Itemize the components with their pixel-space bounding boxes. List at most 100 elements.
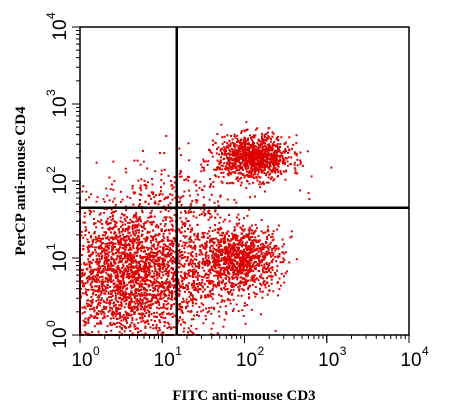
data-point xyxy=(110,293,113,296)
data-point xyxy=(186,288,189,291)
data-point xyxy=(230,252,233,255)
data-point xyxy=(273,141,276,143)
data-point xyxy=(201,236,204,239)
data-point xyxy=(260,132,263,135)
data-point xyxy=(157,300,160,303)
data-point xyxy=(233,235,236,238)
data-point xyxy=(120,261,123,263)
data-point xyxy=(187,228,189,230)
data-point xyxy=(233,162,236,165)
data-point xyxy=(89,283,92,286)
data-point xyxy=(163,168,166,171)
data-point xyxy=(150,209,153,212)
data-point xyxy=(163,152,166,155)
data-point xyxy=(230,168,233,171)
data-point xyxy=(261,296,264,299)
data-point xyxy=(192,246,195,249)
data-point xyxy=(143,179,146,182)
data-point xyxy=(87,251,90,253)
data-point xyxy=(149,304,152,307)
data-point xyxy=(154,268,157,270)
data-point xyxy=(308,198,311,201)
data-point xyxy=(125,209,128,212)
data-point xyxy=(255,155,258,158)
data-point xyxy=(114,289,116,292)
data-point xyxy=(87,248,90,251)
data-point xyxy=(131,228,134,231)
data-point xyxy=(231,153,234,156)
data-point xyxy=(126,253,129,256)
data-point xyxy=(89,300,92,303)
data-point xyxy=(258,247,261,250)
data-point xyxy=(82,285,85,288)
data-point xyxy=(162,249,165,252)
data-point xyxy=(224,288,227,291)
data-point xyxy=(253,142,255,144)
data-point xyxy=(252,245,255,248)
data-point xyxy=(188,241,191,244)
data-point xyxy=(135,282,138,285)
data-point xyxy=(97,252,100,255)
data-point xyxy=(277,155,280,158)
data-point xyxy=(250,170,253,173)
data-point xyxy=(109,222,112,225)
data-point xyxy=(281,155,284,157)
data-point xyxy=(200,243,203,246)
data-point xyxy=(125,255,128,258)
data-point xyxy=(185,178,188,181)
data-point xyxy=(222,240,225,243)
data-point xyxy=(120,302,123,305)
data-point xyxy=(228,167,231,170)
data-point xyxy=(170,259,173,262)
data-point xyxy=(141,300,144,303)
data-point xyxy=(211,237,214,240)
data-point xyxy=(267,171,270,174)
data-point xyxy=(198,281,201,284)
data-point xyxy=(213,306,215,309)
data-point xyxy=(134,226,136,229)
data-point xyxy=(147,248,149,251)
data-point xyxy=(246,153,249,156)
data-point xyxy=(274,256,277,258)
data-point xyxy=(136,229,139,232)
data-point xyxy=(141,302,144,305)
data-point xyxy=(231,264,234,267)
data-point xyxy=(214,216,217,219)
data-point xyxy=(185,242,188,245)
data-point xyxy=(172,277,175,280)
data-point xyxy=(132,247,135,250)
data-point xyxy=(144,314,146,317)
data-point xyxy=(107,254,110,257)
data-point xyxy=(202,169,205,172)
data-point xyxy=(103,211,106,214)
data-point xyxy=(106,298,109,301)
data-point xyxy=(252,181,255,184)
data-point xyxy=(243,130,246,133)
data-point xyxy=(172,245,174,248)
data-point xyxy=(161,260,164,263)
data-point xyxy=(185,284,188,286)
data-point xyxy=(281,238,284,241)
data-point xyxy=(128,306,130,309)
data-point xyxy=(133,325,136,328)
data-point xyxy=(240,153,243,156)
data-point xyxy=(126,266,129,269)
data-point xyxy=(231,181,234,184)
data-point xyxy=(231,138,234,141)
data-point xyxy=(269,241,272,244)
data-point xyxy=(127,244,130,247)
data-point xyxy=(114,269,117,272)
data-point xyxy=(83,305,86,308)
data-point xyxy=(204,248,207,251)
data-point xyxy=(208,282,211,285)
data-point xyxy=(212,285,215,288)
data-point xyxy=(224,236,226,238)
data-point xyxy=(271,143,274,146)
data-point xyxy=(228,139,231,142)
data-point xyxy=(237,148,240,151)
data-point xyxy=(127,257,130,260)
data-point xyxy=(220,252,223,255)
data-point xyxy=(229,262,232,265)
data-point xyxy=(148,247,151,250)
data-point xyxy=(169,202,172,205)
